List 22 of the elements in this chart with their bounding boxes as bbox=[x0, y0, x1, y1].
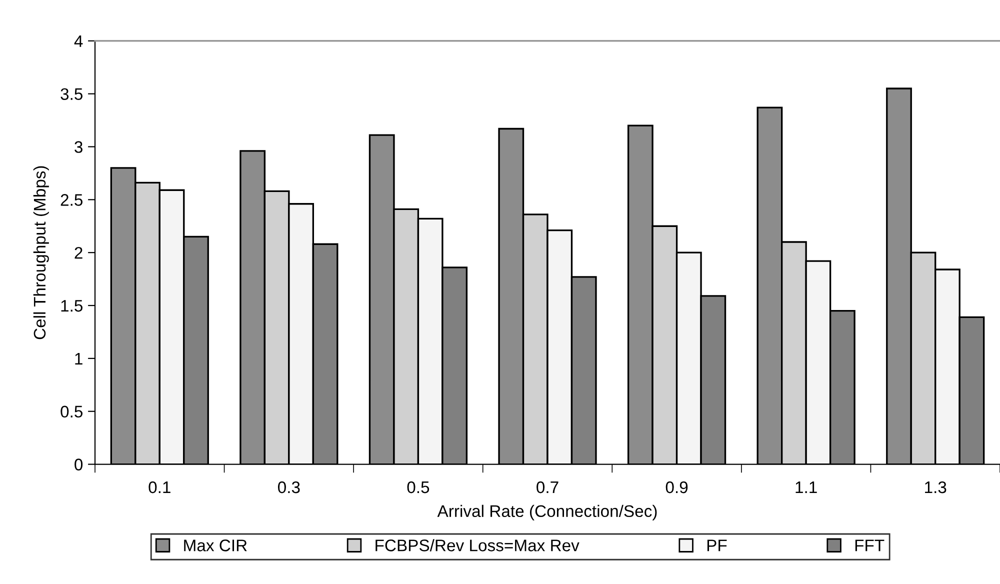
legend-label: Max CIR bbox=[184, 540, 247, 552]
x-tick-label: 0.7 bbox=[536, 481, 558, 494]
x-tick-label: 0.5 bbox=[407, 481, 430, 494]
x-tick-label: 1.3 bbox=[925, 481, 946, 494]
y-tick-label: 1.5 bbox=[61, 300, 82, 312]
y-tick-label: 4 bbox=[74, 35, 83, 47]
y-tick-label: 2.5 bbox=[60, 194, 82, 206]
y-tick-label: 3 bbox=[74, 141, 82, 153]
legend-label: FCBPS/Rev Loss=Max Rev bbox=[376, 539, 580, 552]
y-tick-label: 0.5 bbox=[60, 406, 82, 418]
x-tick-label: 0.3 bbox=[278, 481, 300, 494]
y-tick-label: 1 bbox=[75, 353, 82, 364]
y-tick-label: 3.5 bbox=[60, 88, 82, 100]
y-axis-title: Cell Throughput (Mbps) bbox=[33, 166, 49, 340]
legend-label: FFT bbox=[855, 540, 884, 552]
y-tick-label: 2 bbox=[74, 246, 82, 259]
y-tick-label: 0 bbox=[74, 458, 83, 470]
legend-label: PF bbox=[707, 540, 727, 552]
x-tick-label: 0.1 bbox=[148, 481, 170, 494]
x-tick-label: 0.9 bbox=[666, 481, 688, 494]
x-tick-label: 1.1 bbox=[796, 482, 817, 494]
x-axis-title: Arrival Rate (Connection/Sec) bbox=[437, 504, 657, 520]
